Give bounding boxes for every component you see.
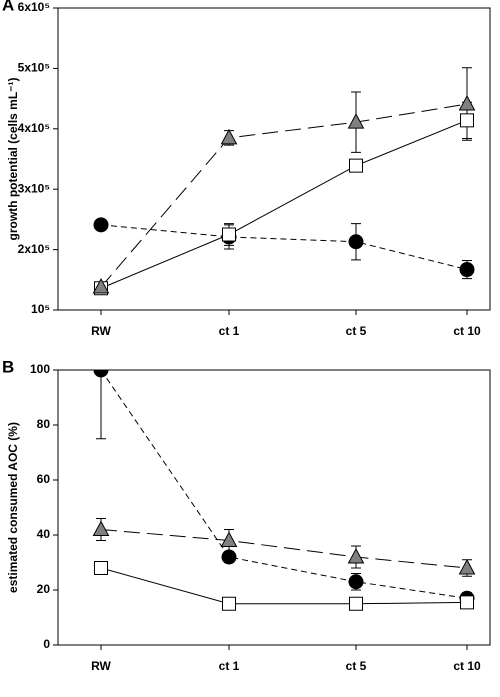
plot-area — [92, 67, 476, 296]
y-tick-label: 6x10⁵ — [18, 0, 50, 14]
marker — [222, 596, 236, 611]
x-tick-label: ct 10 — [453, 324, 481, 338]
series-line — [100, 224, 468, 271]
marker — [221, 549, 237, 565]
x-tick-label: ct 1 — [219, 324, 240, 338]
y-tick-label: 2x10⁵ — [18, 242, 50, 256]
y-tick-label: 0 — [43, 637, 50, 651]
plot-area — [92, 370, 476, 611]
marker — [220, 128, 238, 145]
marker — [222, 227, 236, 242]
series-line — [100, 567, 468, 605]
y-axis-label: estimated consumed AOC (%) — [6, 422, 20, 593]
y-tick-label: 4x10⁵ — [18, 121, 50, 135]
marker — [347, 547, 365, 564]
x-tick-label: ct 5 — [346, 659, 367, 673]
x-tick-label: RW — [91, 659, 111, 673]
error-bar — [96, 370, 106, 440]
marker — [348, 574, 364, 590]
marker — [92, 277, 110, 294]
y-tick-label: 40 — [37, 527, 51, 541]
y-tick-label: 60 — [37, 472, 51, 486]
marker — [349, 596, 363, 611]
series-line — [100, 370, 468, 599]
marker — [348, 234, 364, 250]
panel-label: B — [2, 357, 14, 376]
x-tick-label: ct 5 — [346, 324, 367, 338]
marker — [94, 561, 108, 575]
y-tick-label: 100 — [30, 362, 50, 376]
y-tick-label: 10⁵ — [31, 302, 50, 316]
series-line — [100, 119, 468, 289]
marker — [349, 158, 363, 173]
marker — [458, 558, 476, 575]
series-line — [100, 529, 468, 569]
x-tick-label: RW — [91, 324, 111, 338]
marker — [93, 370, 109, 378]
marker — [459, 262, 475, 278]
plot-frame — [57, 369, 491, 646]
y-tick-label: 3x10⁵ — [18, 181, 50, 195]
marker — [92, 520, 110, 536]
y-axis-label: growth potential (cells mL⁻¹) — [6, 77, 20, 240]
marker — [93, 217, 109, 233]
y-tick-label: 80 — [37, 417, 51, 431]
plot-frame — [57, 7, 491, 311]
y-tick-label: 5x10⁵ — [18, 61, 50, 75]
marker — [458, 94, 476, 111]
marker — [347, 113, 365, 129]
panel-label: A — [2, 0, 14, 14]
y-tick-label: 20 — [37, 582, 51, 596]
series-line — [100, 103, 468, 288]
x-tick-label: ct 1 — [219, 659, 240, 673]
marker — [460, 595, 474, 610]
marker — [220, 531, 238, 547]
marker — [460, 113, 474, 128]
x-tick-label: ct 10 — [453, 659, 481, 673]
